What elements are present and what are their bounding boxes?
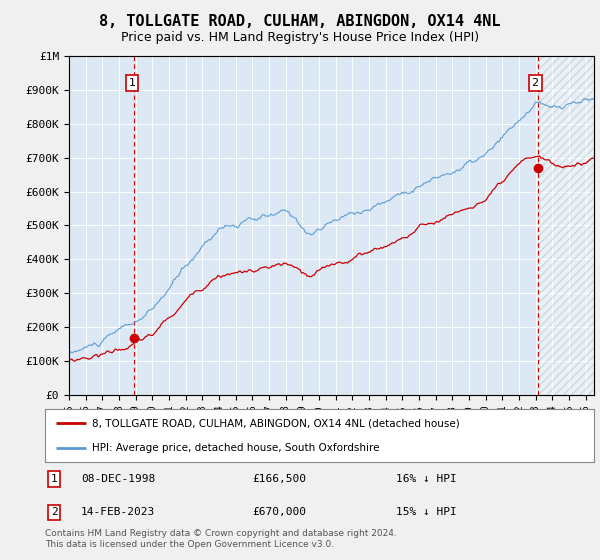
Text: £166,500: £166,500 bbox=[252, 474, 306, 484]
Text: 1: 1 bbox=[50, 474, 58, 484]
Text: 8, TOLLGATE ROAD, CULHAM, ABINGDON, OX14 4NL: 8, TOLLGATE ROAD, CULHAM, ABINGDON, OX14… bbox=[99, 14, 501, 29]
Text: 1: 1 bbox=[128, 78, 136, 88]
Text: 14-FEB-2023: 14-FEB-2023 bbox=[81, 507, 155, 517]
Bar bbox=[538, 56, 594, 395]
Text: 16% ↓ HPI: 16% ↓ HPI bbox=[396, 474, 457, 484]
Text: Price paid vs. HM Land Registry's House Price Index (HPI): Price paid vs. HM Land Registry's House … bbox=[121, 31, 479, 44]
Text: 2: 2 bbox=[50, 507, 58, 517]
Text: £670,000: £670,000 bbox=[252, 507, 306, 517]
Text: 8, TOLLGATE ROAD, CULHAM, ABINGDON, OX14 4NL (detached house): 8, TOLLGATE ROAD, CULHAM, ABINGDON, OX14… bbox=[92, 418, 460, 428]
Text: 15% ↓ HPI: 15% ↓ HPI bbox=[396, 507, 457, 517]
Text: HPI: Average price, detached house, South Oxfordshire: HPI: Average price, detached house, Sout… bbox=[92, 442, 379, 452]
Text: 08-DEC-1998: 08-DEC-1998 bbox=[81, 474, 155, 484]
Text: Contains HM Land Registry data © Crown copyright and database right 2024.
This d: Contains HM Land Registry data © Crown c… bbox=[45, 529, 397, 549]
Text: 2: 2 bbox=[532, 78, 539, 88]
